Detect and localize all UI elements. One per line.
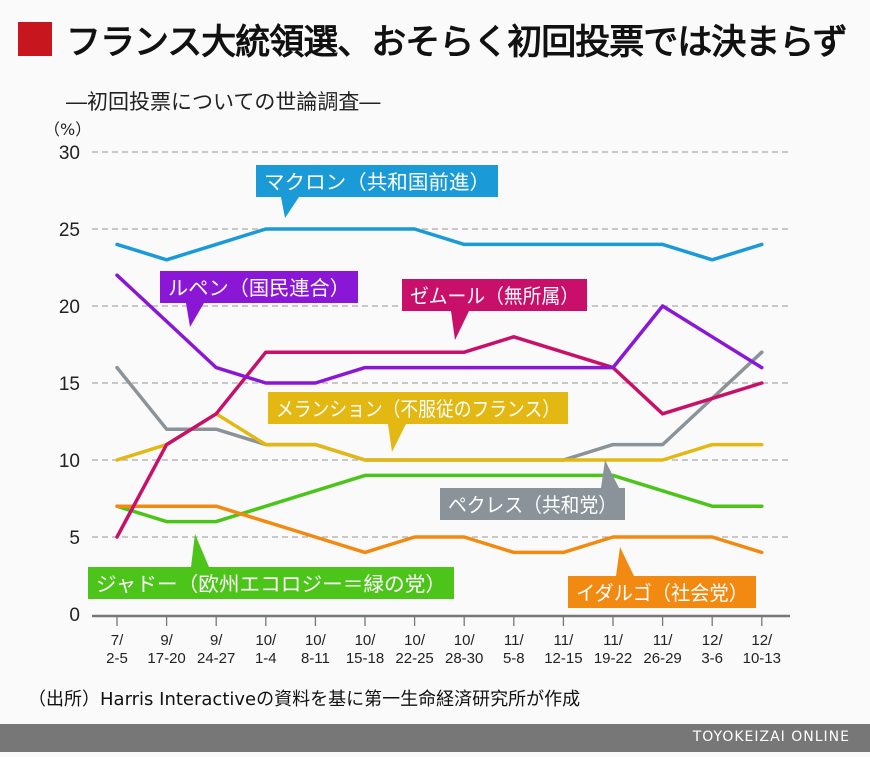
series-line bbox=[115, 412, 764, 462]
series-line bbox=[115, 504, 764, 555]
x-tick-label: 10/1-4 bbox=[255, 632, 277, 667]
callout-pointer bbox=[388, 424, 406, 452]
y-tick-label: 15 bbox=[59, 374, 80, 395]
y-tick-label: 25 bbox=[59, 220, 80, 241]
series-line bbox=[115, 335, 764, 539]
y-tick-label: 10 bbox=[59, 451, 80, 472]
x-tick-label: 7/2-5 bbox=[106, 632, 128, 667]
series-label: ジャドー（欧州エコロジー＝緑の党） bbox=[96, 572, 446, 596]
x-tick-label: 10/22-25 bbox=[395, 632, 433, 667]
callout-box bbox=[402, 279, 587, 311]
y-tick-label: 5 bbox=[69, 528, 80, 549]
x-tick-label: 11/26-29 bbox=[643, 632, 681, 667]
title-marker bbox=[18, 22, 52, 56]
callout-box bbox=[568, 576, 756, 608]
series-label: イダルゴ（社会党） bbox=[576, 581, 748, 605]
y-tick-label: 0 bbox=[69, 605, 80, 626]
callout-box bbox=[268, 392, 568, 424]
callout-box bbox=[440, 488, 625, 520]
series-line bbox=[115, 473, 764, 524]
y-tick-label: 30 bbox=[59, 143, 80, 164]
series-label: ゼムール（無所属） bbox=[410, 284, 579, 308]
callout-pointer bbox=[281, 197, 299, 218]
x-tick-label: 9/24-27 bbox=[197, 632, 235, 667]
callout-box bbox=[88, 567, 454, 599]
chart-subtitle: ―初回投票についての世論調査― bbox=[66, 90, 381, 114]
x-tick-label: 10/28-30 bbox=[445, 632, 483, 667]
chart-title: フランス大統領選、おそらく初回投票では決まらず bbox=[66, 23, 848, 63]
x-tick-label: 9/17-20 bbox=[147, 632, 185, 667]
footer-brand: TOYOKEIZAI ONLINE bbox=[692, 729, 850, 745]
series-label: メランション（不服従のフランス） bbox=[276, 397, 560, 421]
series-label: ペクレス（共和党） bbox=[448, 493, 617, 517]
x-tick-label: 11/19-22 bbox=[594, 632, 632, 667]
y-tick-label: 20 bbox=[59, 297, 80, 318]
x-tick-label: 10/15-18 bbox=[346, 632, 384, 667]
callout-pointer bbox=[191, 534, 209, 567]
series-label: マクロン（共和国前進） bbox=[264, 170, 490, 194]
x-tick-label: 12/3-6 bbox=[701, 632, 723, 667]
callout-pointer bbox=[186, 303, 204, 327]
callout-box bbox=[256, 165, 498, 197]
series-line bbox=[115, 273, 764, 385]
footer-bar: TOYOKEIZAI ONLINE bbox=[0, 724, 870, 752]
x-tick-label: 11/5-8 bbox=[503, 632, 525, 667]
callout-pointer bbox=[601, 460, 619, 488]
source-note: （出所）Harris Interactiveの資料を基に第一生命経済研究所が作成 bbox=[28, 689, 581, 710]
series-label: ルペン（国民連合） bbox=[168, 276, 350, 300]
callout-box bbox=[160, 271, 358, 303]
y-axis-unit: （%） bbox=[44, 120, 92, 139]
callout-pointer bbox=[451, 311, 469, 340]
series-line bbox=[115, 227, 764, 262]
callout-pointer bbox=[616, 547, 634, 576]
x-tick-label: 10/8-11 bbox=[301, 632, 330, 667]
x-tick-label: 11/12-15 bbox=[544, 632, 582, 667]
x-tick-label: 12/10-13 bbox=[743, 632, 781, 667]
line-chart: 0 5 10 15 20 25 30 7/2-5 9/17-20 9/24-27 10/1-4 10/… bbox=[59, 143, 790, 667]
